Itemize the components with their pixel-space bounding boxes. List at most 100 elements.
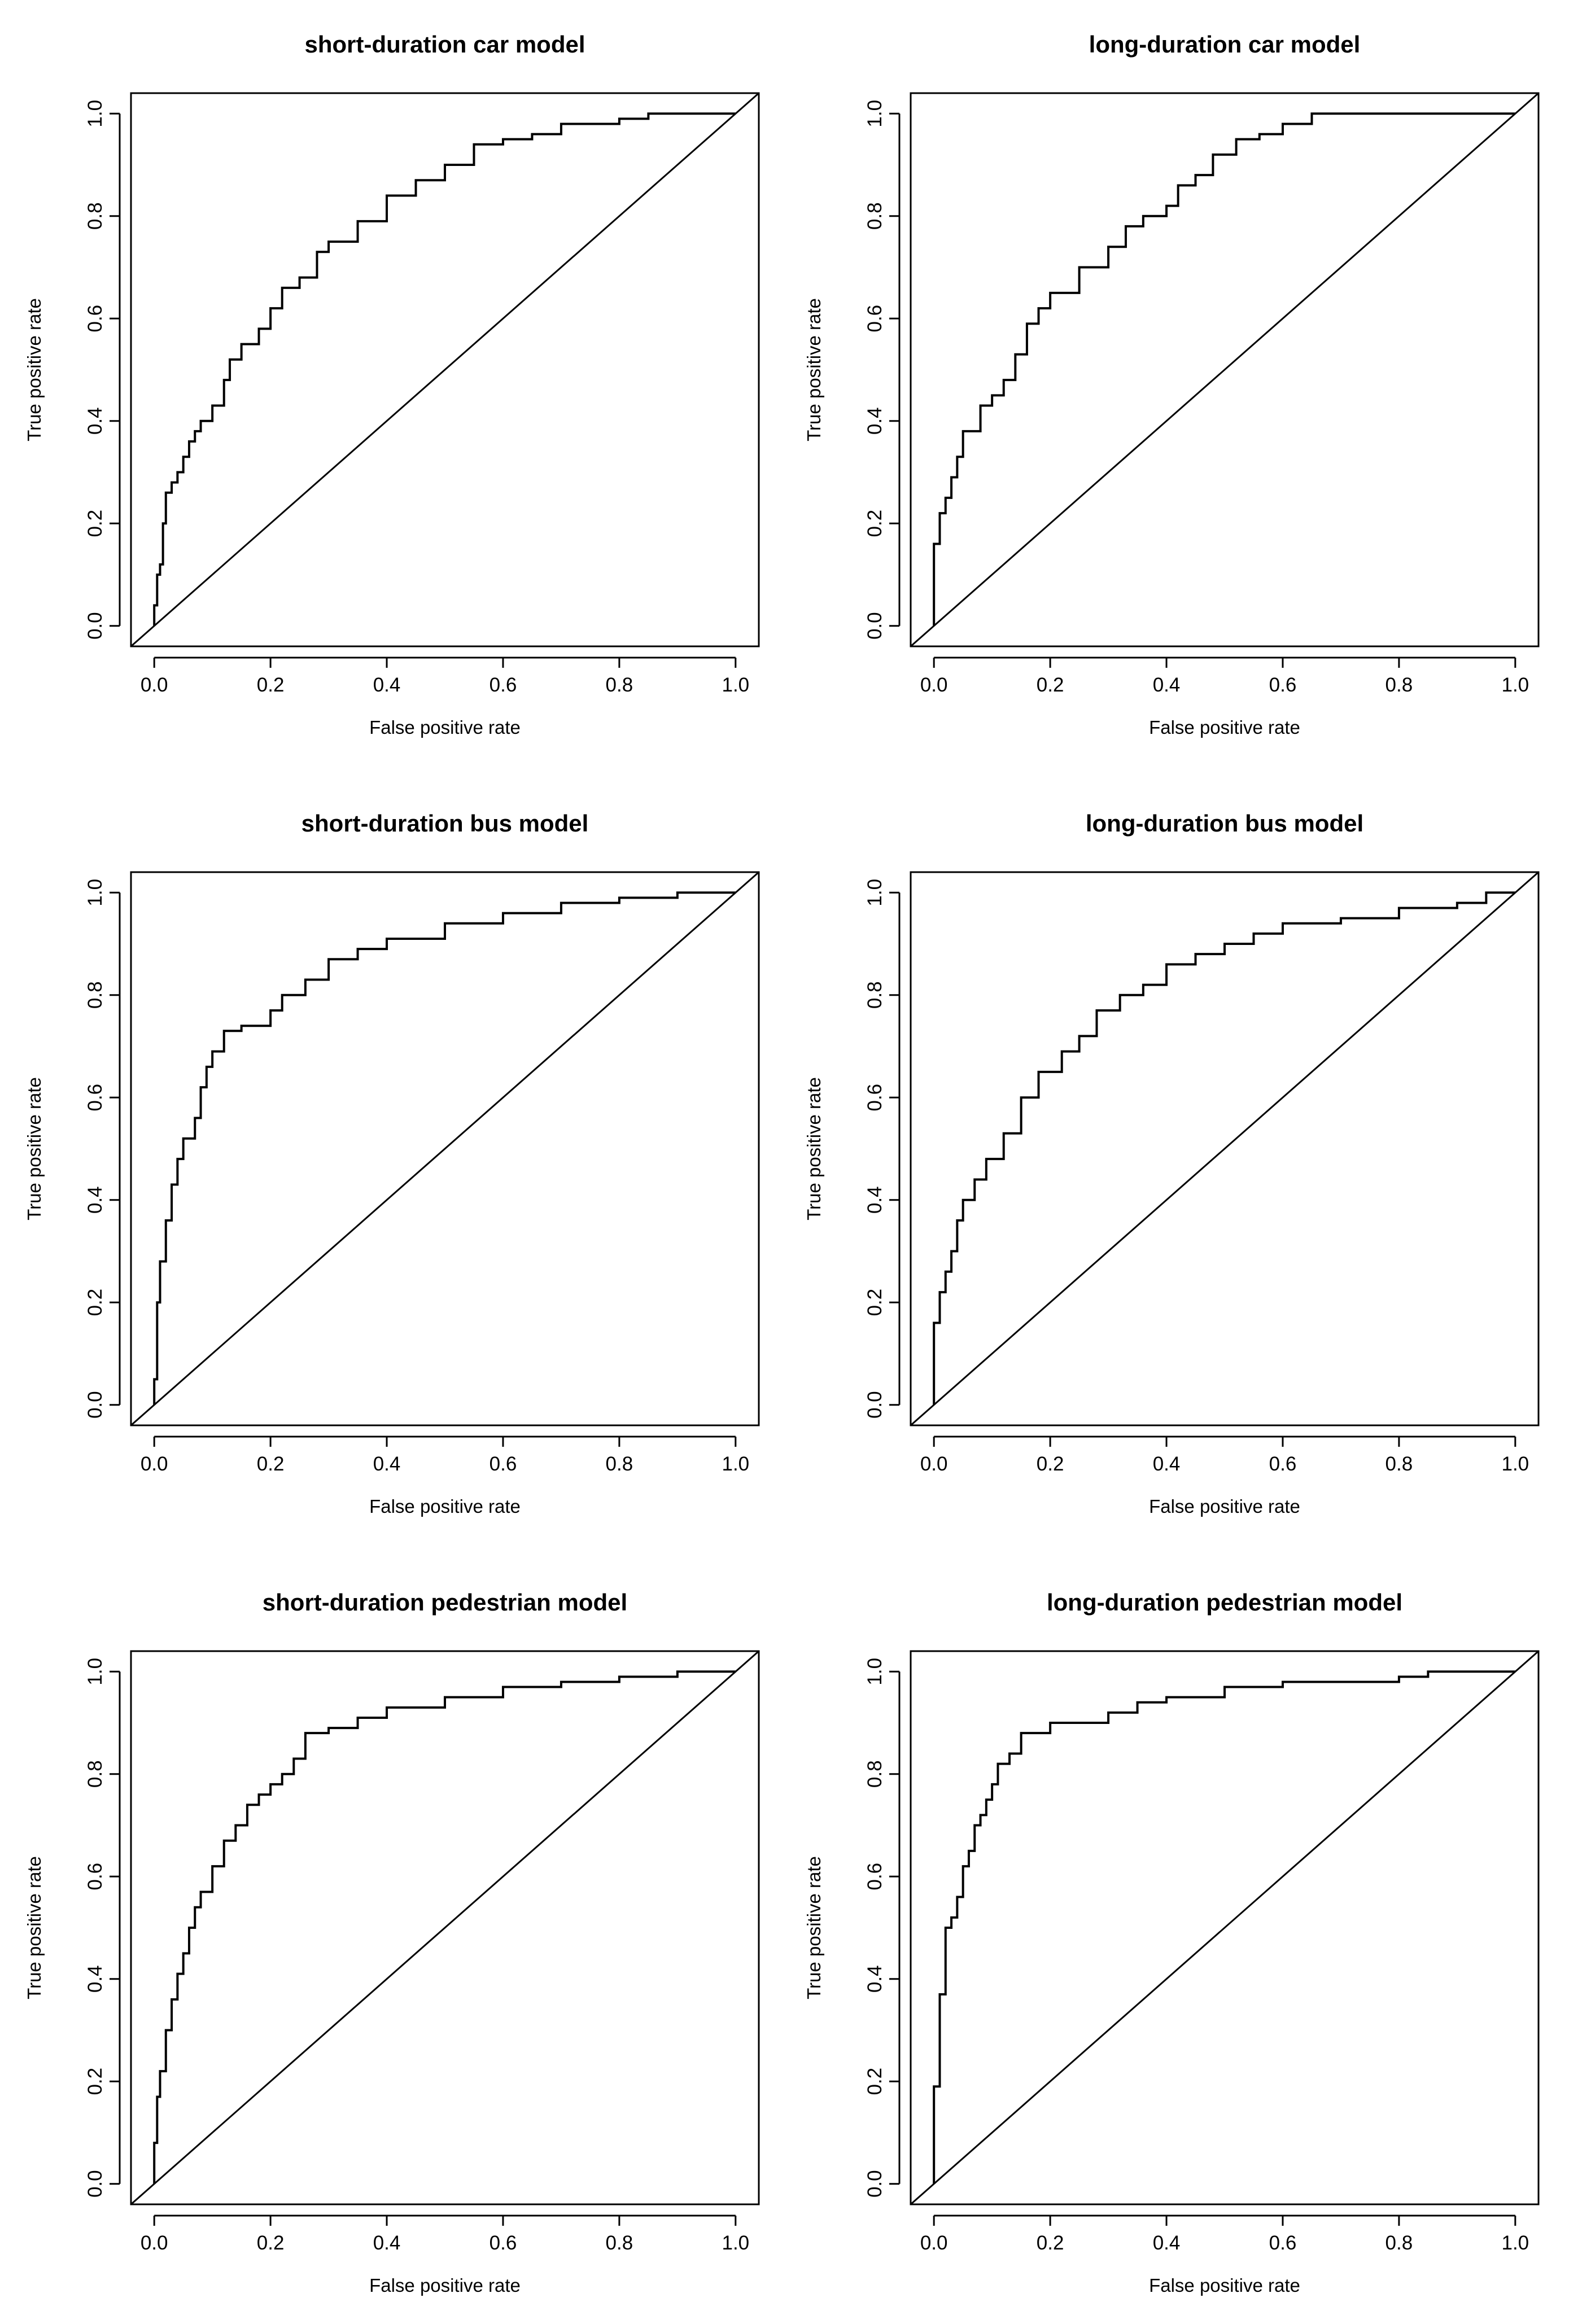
x-axis: 0.0 0.2 0.4 0.6 0.8 1.0 <box>920 657 1529 696</box>
x-tick-label: 0.2 <box>257 1453 285 1475</box>
plot-frame <box>130 1650 760 2205</box>
x-tick-label: 0.0 <box>141 674 168 696</box>
roc-curve <box>153 1670 736 2184</box>
x-tick-label: 0.6 <box>490 1453 517 1475</box>
chart-title: short-duration bus model <box>301 810 589 837</box>
y-tick-label: 0.4 <box>84 1186 106 1214</box>
y-tick-label: 0.0 <box>864 2170 886 2198</box>
y-tick-label: 1.0 <box>864 1658 886 1686</box>
roc-curve <box>153 891 736 1405</box>
chart-title: short-duration pedestrian model <box>263 1589 627 1616</box>
y-tick-label: 0.4 <box>84 407 106 435</box>
y-tick-label: 1.0 <box>84 1658 106 1686</box>
y-axis-label: True positive rate <box>803 298 824 441</box>
roc-curve <box>933 1670 1515 2184</box>
y-tick-label: 0.8 <box>864 202 886 230</box>
y-tick-label: 1.0 <box>84 879 106 907</box>
y-tick-label: 1.0 <box>864 879 886 907</box>
roc-curve <box>933 112 1515 626</box>
x-tick-label: 0.4 <box>1153 1453 1181 1475</box>
plot-frame <box>130 92 760 647</box>
x-axis: 0.0 0.2 0.4 0.6 0.8 1.0 <box>920 2214 1529 2254</box>
x-axis-label: False positive rate <box>369 1496 521 1517</box>
x-tick-label: 0.6 <box>490 674 517 696</box>
chart-title: long-duration bus model <box>1086 810 1363 837</box>
x-axis: 0.0 0.2 0.4 0.6 0.8 1.0 <box>141 2214 749 2254</box>
x-tick-label: 0.8 <box>606 1453 633 1475</box>
diagonal-line <box>131 93 759 646</box>
roc-panel-3: short-duration bus model 0.0 0.2 0.4 0.6 0.8 1… <box>24 810 760 1517</box>
x-tick-label: 0.4 <box>373 1453 401 1475</box>
y-tick-label: 0.6 <box>864 1084 886 1111</box>
plot-frame <box>910 1650 1540 2205</box>
x-tick-label: 0.4 <box>373 674 401 696</box>
x-tick-label: 0.6 <box>1269 2232 1297 2254</box>
y-tick-label: 0.0 <box>864 612 886 640</box>
y-axis-label: True positive rate <box>24 298 45 441</box>
y-tick-label: 0.8 <box>864 1760 886 1788</box>
x-tick-label: 0.2 <box>1037 2232 1064 2254</box>
y-tick-label: 1.0 <box>864 100 886 128</box>
x-tick-label: 1.0 <box>1501 674 1529 696</box>
x-tick-label: 0.0 <box>920 674 948 696</box>
x-tick-label: 1.0 <box>1501 2232 1529 2254</box>
diagonal-line <box>131 872 759 1425</box>
x-tick-label: 0.2 <box>257 674 285 696</box>
y-tick-label: 0.8 <box>84 981 106 1009</box>
x-tick-label: 0.2 <box>257 2232 285 2254</box>
y-axis-label: True positive rate <box>24 1077 45 1220</box>
x-tick-label: 0.2 <box>1037 1453 1064 1475</box>
x-tick-label: 0.8 <box>1386 674 1413 696</box>
roc-curve <box>933 891 1515 1405</box>
x-tick-label: 0.0 <box>920 2232 948 2254</box>
chart-title: long-duration car model <box>1089 31 1361 58</box>
x-axis: 0.0 0.2 0.4 0.6 0.8 1.0 <box>141 1435 749 1475</box>
x-tick-label: 1.0 <box>722 2232 749 2254</box>
chart-title: long-duration pedestrian model <box>1047 1589 1402 1616</box>
x-tick-label: 0.0 <box>141 1453 168 1475</box>
y-axis: 0.0 0.2 0.4 0.6 0.8 1.0 <box>84 1658 121 2198</box>
y-tick-label: 1.0 <box>84 100 106 128</box>
diagonal-line <box>131 1651 759 2204</box>
y-tick-label: 0.2 <box>864 2068 886 2095</box>
y-axis: 0.0 0.2 0.4 0.6 0.8 1.0 <box>864 1658 901 2198</box>
y-tick-label: 0.8 <box>864 981 886 1009</box>
y-axis: 0.0 0.2 0.4 0.6 0.8 1.0 <box>864 100 901 640</box>
y-axis-label: True positive rate <box>803 1856 824 1999</box>
roc-panel-1: short-duration car model 0.0 0.2 0.4 0.6 0.8 1… <box>24 31 760 738</box>
diagonal-line <box>911 872 1539 1425</box>
x-tick-label: 0.0 <box>141 2232 168 2254</box>
plot-frame <box>910 871 1540 1426</box>
x-axis-label: False positive rate <box>1149 717 1300 738</box>
y-tick-label: 0.2 <box>84 510 106 537</box>
y-axis: 0.0 0.2 0.4 0.6 0.8 1.0 <box>84 879 121 1419</box>
diagonal-line <box>911 93 1539 646</box>
y-axis-label: True positive rate <box>24 1856 45 1999</box>
y-tick-label: 0.8 <box>84 202 106 230</box>
y-tick-label: 0.2 <box>864 510 886 537</box>
plot-frame <box>130 871 760 1426</box>
y-tick-label: 0.0 <box>84 612 106 640</box>
x-tick-label: 0.2 <box>1037 674 1064 696</box>
x-tick-label: 1.0 <box>1501 1453 1529 1475</box>
y-tick-label: 0.4 <box>864 1186 886 1214</box>
x-tick-label: 0.4 <box>1153 2232 1181 2254</box>
x-tick-label: 0.8 <box>1386 1453 1413 1475</box>
y-axis: 0.0 0.2 0.4 0.6 0.8 1.0 <box>84 100 121 640</box>
y-axis-label: True positive rate <box>803 1077 824 1220</box>
x-axis-label: False positive rate <box>369 717 521 738</box>
x-tick-label: 0.0 <box>920 1453 948 1475</box>
x-tick-label: 0.6 <box>1269 1453 1297 1475</box>
y-tick-label: 0.2 <box>864 1289 886 1316</box>
x-tick-label: 1.0 <box>722 674 749 696</box>
x-axis: 0.0 0.2 0.4 0.6 0.8 1.0 <box>920 1435 1529 1475</box>
x-tick-label: 0.6 <box>1269 674 1297 696</box>
x-tick-label: 0.8 <box>1386 2232 1413 2254</box>
y-tick-label: 0.2 <box>84 1289 106 1316</box>
y-tick-label: 0.6 <box>84 1863 106 1890</box>
x-axis-label: False positive rate <box>369 2275 521 2296</box>
y-tick-label: 0.0 <box>864 1391 886 1419</box>
y-tick-label: 0.8 <box>84 1760 106 1788</box>
